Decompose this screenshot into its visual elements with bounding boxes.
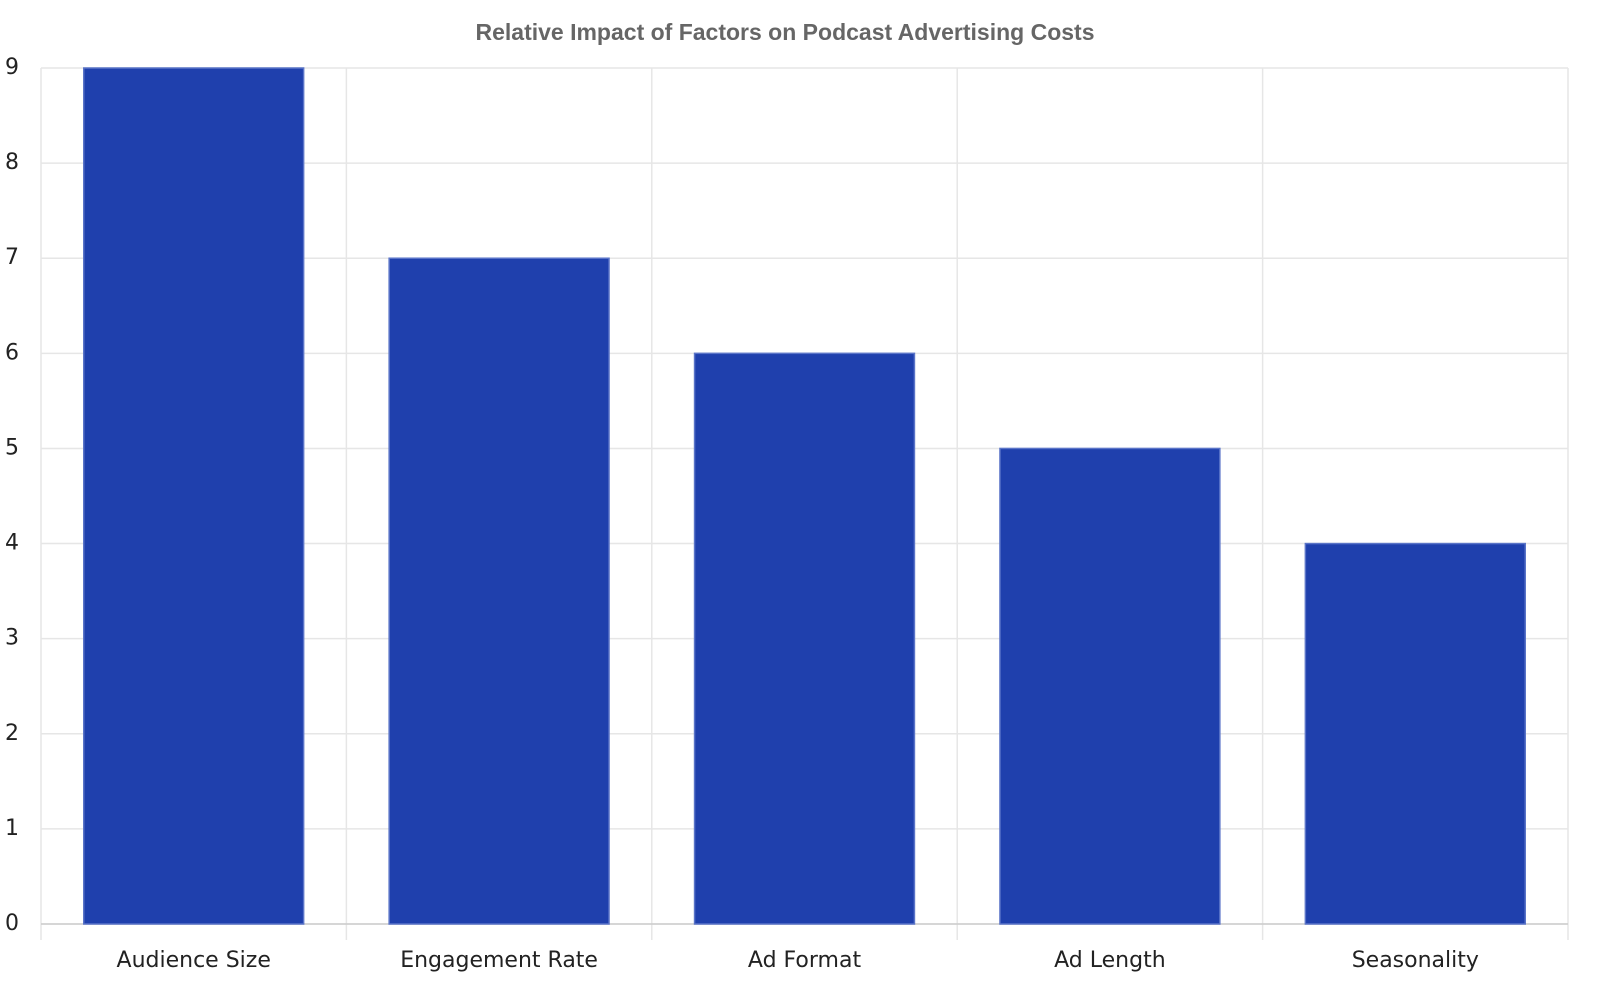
x-tick-label: Audience Size [117, 948, 271, 973]
y-tick-label: 2 [5, 721, 19, 746]
x-tick-label: Engagement Rate [400, 948, 598, 973]
chart-title: Relative Impact of Factors on Podcast Ad… [475, 19, 1094, 45]
bar [388, 257, 610, 925]
y-tick-label: 8 [5, 150, 19, 175]
y-tick-label: 4 [5, 531, 19, 556]
x-tick-label: Ad Length [1054, 948, 1166, 973]
y-tick-label: 1 [5, 816, 19, 841]
y-tick-label: 9 [5, 55, 19, 80]
y-tick-label: 7 [5, 245, 19, 270]
bar [693, 352, 916, 925]
y-tick-label: 0 [5, 911, 19, 936]
x-tick-label: Ad Format [748, 948, 862, 973]
bar [999, 447, 1221, 925]
x-tick-label: Seasonality [1352, 948, 1479, 973]
y-tick-label: 3 [5, 626, 19, 651]
bar [83, 67, 305, 925]
bar [1304, 542, 1526, 925]
y-tick-label: 5 [5, 435, 19, 460]
y-tick-label: 6 [5, 340, 19, 365]
